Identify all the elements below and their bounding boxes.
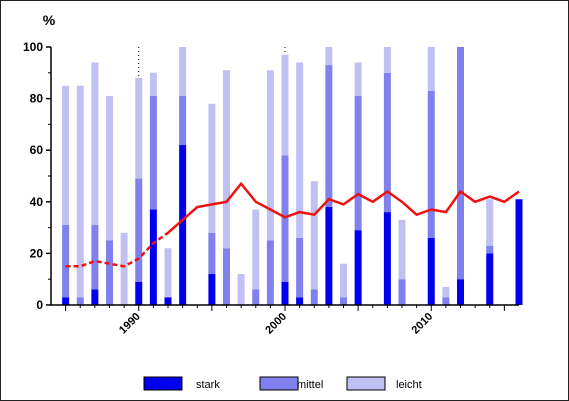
bar-stark-2003 [325,206,333,305]
bar-stark-1992 [164,297,172,305]
bar-mittel-1998 [252,289,260,305]
bar-leicht-2014 [486,199,494,246]
bar-mittel-2011 [442,297,450,305]
bar-leicht-1985 [62,85,70,226]
y-tick-label-80: 80 [30,92,44,106]
bar-mittel-2002 [310,289,318,305]
bar-leicht-1992 [164,248,172,298]
bar-mittel-1990 [135,178,143,282]
bar-leicht-2003 [325,47,333,66]
x-tick-label-2000: 2000 [263,311,289,337]
bar-stark-2001 [296,297,304,305]
bar-leicht-1996 [223,70,230,249]
bar-leicht-2002 [310,181,318,290]
bar-leicht-1993 [179,47,187,97]
bar-leicht-1986 [76,85,84,298]
trend-line-dashed [65,231,169,268]
bar-leicht-2011 [442,286,450,298]
legend-swatch-mittel [259,376,299,391]
bar-stark-2005 [354,230,362,305]
bar-stark-1990 [135,281,143,305]
bar-mittel-1988 [106,240,113,305]
bar-mittel-2007 [383,72,391,213]
bar-leicht-2001 [296,62,304,238]
bar-leicht-2007 [383,47,391,73]
bar-stark-1993 [179,145,187,305]
y-tick-label-0: 0 [36,298,43,312]
bar-leicht-1991 [149,72,157,97]
legend-label-mittel: mittel [297,379,323,391]
bar-stark-2010 [427,237,435,305]
bar-mittel-1995 [208,232,216,275]
bar-mittel-1999 [266,240,274,305]
bar-mittel-2012 [457,47,464,280]
legend-swatch-stark [143,376,183,391]
y-tick-label-60: 60 [30,143,44,157]
bar-leicht-1989 [120,232,128,305]
bar-leicht-1987 [91,62,99,226]
bar-mittel-2008 [398,279,406,305]
bar-mittel-1987 [91,225,99,290]
bar-stark-2007 [383,212,391,305]
bar-mittel-2014 [486,245,494,254]
bar-leicht-2000 [281,54,289,156]
legend-swatch-leicht [346,376,386,391]
bar-mittel-2001 [296,237,304,298]
bar-stark-2012 [457,279,464,305]
bar-stark-2016 [515,199,523,305]
bar-stark-1995 [208,274,216,305]
y-tick-label-100: 100 [23,40,43,54]
bar-mittel-1985 [62,225,70,298]
bar-leicht-1995 [208,103,216,233]
bar-mittel-1991 [149,96,157,210]
bar-stark-1987 [91,289,99,305]
y-tick-label-20: 20 [30,246,44,260]
bar-leicht-2010 [427,47,435,91]
x-tick-label-1990: 1990 [117,311,143,337]
bar-mittel-2004 [340,297,347,305]
y-tick-label-40: 40 [30,195,44,209]
legend-label-stark: stark [196,379,220,391]
bar-mittel-1986 [76,297,84,305]
bar-mittel-1993 [179,96,187,146]
bar-stark-1991 [149,209,157,305]
bar-leicht-1998 [252,209,260,290]
bar-leicht-1999 [266,70,274,241]
trend-line-solid [167,181,520,234]
bar-leicht-2004 [340,263,347,298]
bar-stark-2000 [281,281,289,305]
bar-leicht-1997 [237,274,245,305]
bar-mittel-1996 [223,248,230,305]
x-tick-label-2010: 2010 [410,311,436,337]
bar-stark-2014 [486,253,494,305]
bar-mittel-2003 [325,65,333,207]
bar-leicht-2005 [354,62,362,97]
bar-mittel-2005 [354,96,362,231]
bar-leicht-1988 [106,96,113,241]
bar-leicht-2008 [398,219,406,280]
bar-mittel-2010 [427,90,435,238]
y-axis-unit-label: % [43,12,56,28]
legend-label-leicht: leicht [396,379,422,391]
bar-stark-1985 [62,297,70,305]
bar-leicht-1990 [135,77,143,179]
